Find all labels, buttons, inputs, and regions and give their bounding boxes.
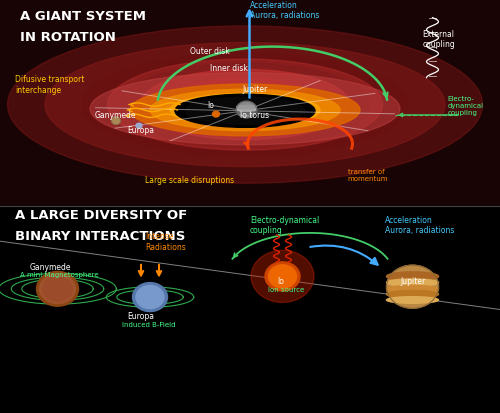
Ellipse shape (90, 73, 400, 146)
Text: A GIANT SYSTEM: A GIANT SYSTEM (20, 10, 146, 23)
Text: External
coupling: External coupling (422, 30, 455, 49)
Text: Electro-dynamical
coupling: Electro-dynamical coupling (250, 216, 320, 235)
Ellipse shape (386, 272, 438, 281)
Circle shape (43, 277, 72, 301)
Text: Outer disk: Outer disk (190, 47, 230, 56)
Ellipse shape (185, 98, 305, 125)
Text: Jupiter: Jupiter (242, 84, 268, 93)
Text: Ganymede: Ganymede (95, 111, 136, 120)
Ellipse shape (386, 286, 438, 292)
Ellipse shape (386, 297, 438, 304)
Text: Inner disk: Inner disk (210, 64, 248, 73)
Text: Large scale disruptions: Large scale disruptions (145, 175, 234, 184)
Ellipse shape (236, 106, 256, 109)
Circle shape (132, 283, 168, 312)
Ellipse shape (175, 95, 315, 128)
Ellipse shape (120, 64, 370, 147)
Text: BINARY INTERACTIONS: BINARY INTERACTIONS (15, 229, 185, 242)
Ellipse shape (45, 43, 445, 167)
Ellipse shape (236, 109, 256, 112)
Circle shape (136, 286, 164, 309)
Circle shape (112, 119, 119, 124)
Ellipse shape (170, 94, 320, 127)
Ellipse shape (130, 85, 360, 136)
Text: Electro-
dynamical
coupling: Electro- dynamical coupling (448, 95, 484, 115)
Circle shape (136, 124, 142, 129)
Text: Intense
Radiations: Intense Radiations (145, 232, 186, 251)
Ellipse shape (82, 54, 407, 157)
Ellipse shape (386, 279, 438, 287)
Text: Acceleration
Aurora, radiations: Acceleration Aurora, radiations (250, 1, 320, 20)
Bar (0, 206, 500, 413)
Ellipse shape (170, 78, 320, 132)
Circle shape (386, 266, 438, 309)
Circle shape (212, 112, 220, 118)
Ellipse shape (108, 60, 382, 151)
Text: transfer of
momentum: transfer of momentum (348, 169, 388, 182)
Circle shape (40, 274, 76, 304)
Text: Ganymede: Ganymede (30, 262, 72, 271)
Text: Io: Io (278, 276, 284, 285)
Circle shape (268, 265, 296, 288)
Text: Induced B-Field: Induced B-Field (122, 321, 176, 327)
Circle shape (236, 102, 256, 119)
Text: Ion source: Ion source (268, 286, 304, 292)
Text: IN ROTATION: IN ROTATION (20, 31, 116, 44)
Circle shape (265, 262, 300, 291)
Circle shape (36, 272, 78, 306)
Circle shape (251, 251, 314, 303)
Ellipse shape (8, 27, 482, 184)
Text: Difusive transport
interchange: Difusive transport interchange (15, 75, 84, 94)
Ellipse shape (236, 111, 256, 115)
Text: Europa: Europa (128, 126, 154, 135)
Bar (0, 0, 500, 206)
Circle shape (112, 118, 120, 125)
Text: Europa: Europa (128, 311, 154, 320)
Ellipse shape (386, 291, 438, 298)
Text: Io: Io (208, 101, 214, 110)
Text: Acceleration
Aurora, radiations: Acceleration Aurora, radiations (385, 216, 454, 235)
Text: Jupiter: Jupiter (400, 276, 425, 285)
Text: Io torus: Io torus (240, 111, 269, 120)
Text: A mini Magnetosphere: A mini Magnetosphere (20, 272, 98, 278)
Ellipse shape (150, 90, 340, 131)
Ellipse shape (140, 70, 350, 140)
Text: A LARGE DIVERSITY OF: A LARGE DIVERSITY OF (15, 209, 187, 221)
